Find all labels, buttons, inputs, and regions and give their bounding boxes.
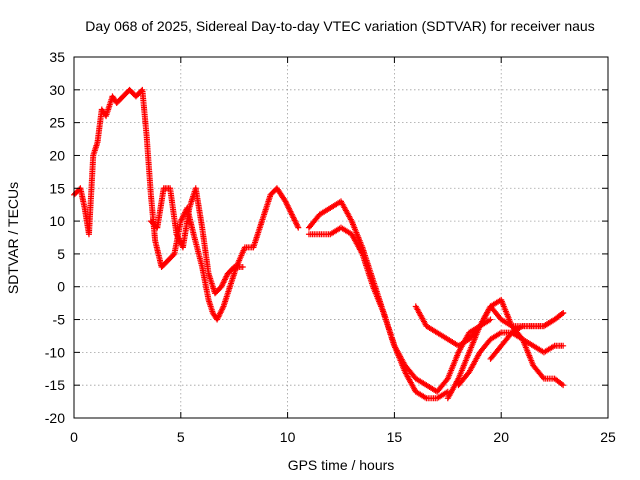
data-point bbox=[487, 316, 494, 323]
data-point bbox=[539, 374, 546, 381]
y-tick-label: 25 bbox=[49, 115, 65, 131]
y-tick-label: 5 bbox=[57, 246, 65, 262]
y-tick-label: -15 bbox=[45, 377, 65, 393]
x-tick-label: 15 bbox=[387, 429, 403, 445]
series-trace-h bbox=[444, 303, 567, 402]
series-trace-a bbox=[71, 86, 302, 323]
series-trace-d bbox=[305, 198, 451, 402]
y-tick-label: -20 bbox=[45, 410, 65, 426]
x-tick-label: 5 bbox=[177, 429, 185, 445]
y-tick-label: -10 bbox=[45, 344, 65, 360]
y-tick-label: 15 bbox=[49, 180, 65, 196]
series-trace-b bbox=[147, 185, 246, 297]
x-tick-label: 10 bbox=[280, 429, 296, 445]
y-tick-label: 35 bbox=[49, 49, 65, 65]
axis-ticks: 0 5 10 15 20 25 -20 -15 -10 -5 0 5 10 15 20 25 30 35 bbox=[45, 49, 616, 445]
data-point bbox=[560, 382, 567, 389]
data-marks bbox=[71, 86, 567, 402]
x-axis-label: GPS time / hours bbox=[288, 457, 395, 473]
data-point bbox=[230, 265, 237, 272]
y-tick-label: 10 bbox=[49, 213, 65, 229]
data-point bbox=[560, 309, 567, 316]
grid bbox=[74, 57, 608, 418]
data-point bbox=[295, 224, 302, 231]
y-tick-label: 0 bbox=[57, 279, 65, 295]
plot-frame bbox=[73, 56, 609, 419]
y-tick-label: 20 bbox=[49, 147, 65, 163]
y-tick-label: -5 bbox=[53, 312, 66, 328]
data-point bbox=[239, 264, 246, 271]
x-tick-label: 25 bbox=[600, 429, 616, 445]
x-tick-label: 0 bbox=[70, 429, 78, 445]
y-tick-label: 30 bbox=[49, 82, 65, 98]
x-tick-label: 20 bbox=[493, 429, 509, 445]
data-point bbox=[560, 342, 567, 349]
chart-title: Day 068 of 2025, Sidereal Day-to-day VTE… bbox=[85, 18, 594, 34]
y-axis-label: SDTVAR / TECUs bbox=[5, 182, 21, 294]
